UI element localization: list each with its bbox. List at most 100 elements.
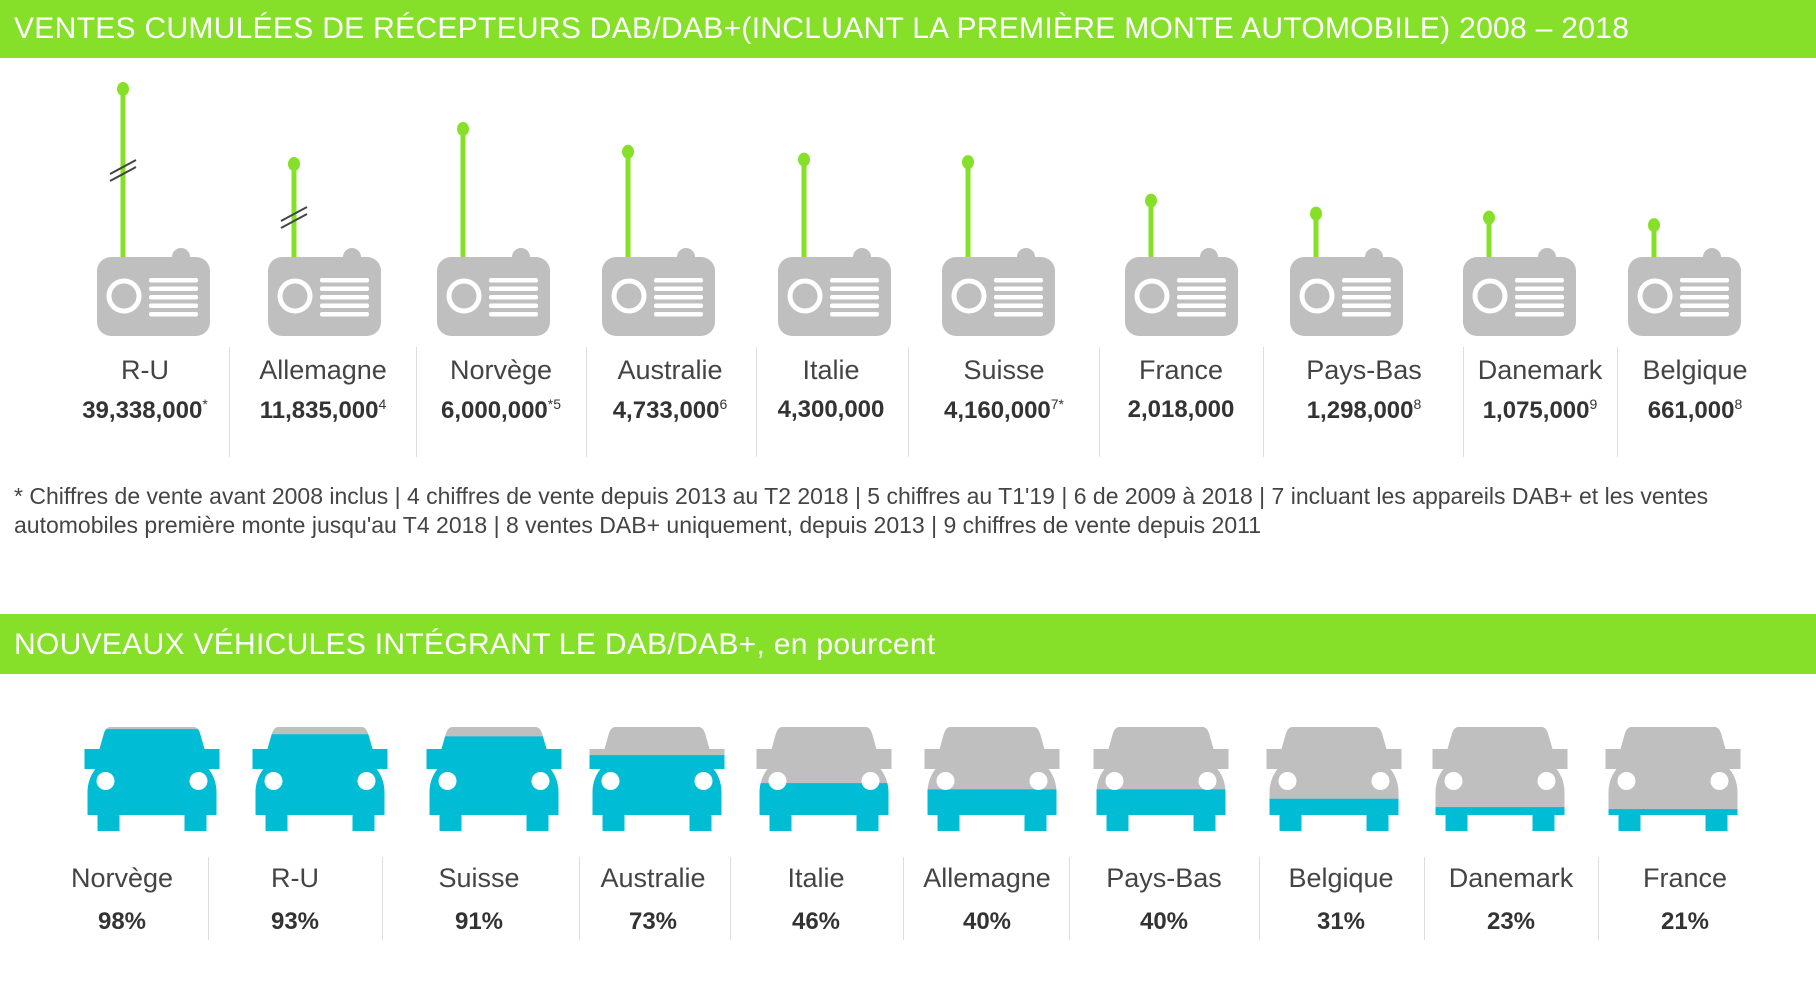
radio-grille-line — [489, 295, 538, 300]
radio-speaker-icon — [277, 278, 313, 314]
headlight-icon — [694, 772, 713, 790]
column-divider — [1598, 857, 1599, 940]
headlight-icon — [1617, 772, 1636, 790]
radio-chart — [97, 82, 1741, 336]
country-label: Pays-Bas — [1106, 863, 1222, 893]
radio-grille-line — [830, 295, 879, 300]
radio-4 — [778, 152, 891, 336]
radio-grille-line — [1680, 312, 1729, 317]
car-2 — [426, 727, 562, 831]
footnote-mark: 8 — [1734, 396, 1743, 412]
car-0 — [84, 727, 220, 831]
radio-grille-line — [320, 295, 369, 300]
headlight-icon — [357, 772, 376, 790]
section-header-sales: VENTES CUMULÉES DE RÉCEPTEURS DAB/DAB+(I… — [0, 0, 1816, 58]
percent-value: 46% — [791, 908, 841, 935]
radio-8 — [1463, 210, 1576, 336]
headlight-icon — [531, 772, 550, 790]
car-8 — [1432, 727, 1568, 831]
column-divider — [579, 857, 580, 940]
sales-value-text: 4,160,000 — [943, 397, 1051, 424]
sales-value-text: 1,298,000 — [1306, 397, 1414, 424]
country-label: Italie — [787, 863, 845, 893]
country-label: Pays-Bas — [1306, 355, 1422, 385]
percent-value: 23% — [1486, 908, 1536, 935]
column-divider — [382, 857, 383, 940]
car-fill-level — [927, 789, 1057, 831]
antenna-tip — [798, 152, 810, 167]
sales-value: 4,300,000 — [778, 396, 885, 424]
radio-grille-line — [994, 303, 1043, 308]
antenna-tip — [288, 157, 300, 171]
car-fill-level — [1269, 798, 1399, 831]
country-label: Norvège — [70, 863, 174, 893]
car-5 — [924, 727, 1060, 831]
radio-grille-line — [654, 278, 703, 283]
axis-break-mark — [280, 213, 308, 229]
radio-grille-line — [654, 312, 703, 317]
car-fill-level — [1608, 809, 1738, 831]
column-divider — [1259, 857, 1260, 940]
radio-speaker-icon — [951, 278, 987, 314]
radio-grille-line — [320, 303, 369, 308]
radio-grille-line — [1177, 286, 1226, 291]
country-label: R-U — [121, 355, 169, 385]
radio-grille-line — [1515, 278, 1564, 283]
radio-grille-line — [830, 312, 879, 317]
radio-6 — [1125, 193, 1238, 336]
radio-grille-line — [1515, 312, 1564, 317]
radio-grille-line — [830, 303, 879, 308]
antenna-tip — [117, 82, 129, 96]
column-divider — [756, 347, 757, 457]
column-divider — [1424, 857, 1425, 940]
headlight-icon — [601, 772, 620, 790]
radio-speaker-icon — [611, 278, 647, 314]
column-divider — [208, 857, 209, 940]
country-label: Belgique — [1642, 355, 1748, 385]
footnote-mark: 4 — [378, 396, 387, 412]
percent-value: 40% — [1139, 908, 1189, 935]
sales-value-text: 6,000,000 — [440, 397, 548, 424]
column-divider — [1099, 347, 1100, 457]
country-label: Italie — [802, 355, 860, 385]
country-label: R-U — [271, 863, 319, 893]
radio-grille-line — [1515, 303, 1564, 308]
radio-grille-line — [994, 278, 1043, 283]
radio-grille-line — [1177, 303, 1226, 308]
radio-grille-line — [994, 312, 1043, 317]
radio-7 — [1290, 206, 1403, 336]
headlight-icon — [1105, 772, 1124, 790]
car-body — [1605, 727, 1741, 831]
car-fill-level — [426, 736, 562, 831]
country-label: Belgique — [1288, 863, 1394, 893]
footnote: * Chiffres de vente avant 2008 inclus | … — [14, 483, 1709, 538]
column-divider — [1263, 347, 1264, 457]
sales-value-text: 39,338,000 — [82, 397, 203, 424]
radio-speaker-icon — [1299, 278, 1335, 314]
axis-break-mark — [109, 166, 137, 182]
sales-value-text: 2,018,000 — [1127, 396, 1235, 423]
percent-value: 93% — [270, 908, 320, 935]
headlight-icon — [264, 772, 283, 790]
antenna-tip — [1483, 210, 1495, 225]
car-fill-level — [759, 783, 889, 831]
radio-grille-line — [320, 286, 369, 291]
radio-grille-line — [1515, 295, 1564, 300]
percent-value: 40% — [962, 908, 1012, 935]
antenna-tip — [1648, 218, 1660, 233]
footnote-mark: 8 — [1413, 396, 1422, 412]
radio-9 — [1628, 218, 1741, 336]
sales-value-text: 4,300,000 — [777, 396, 885, 423]
country-label: France — [1138, 355, 1224, 385]
radio-grille-line — [1342, 286, 1391, 291]
antenna-tip — [622, 144, 634, 159]
radio-grille-line — [994, 295, 1043, 300]
radio-speaker-icon — [106, 278, 142, 314]
headlight-icon — [1278, 772, 1297, 790]
column-divider — [730, 857, 731, 940]
radio-grille-line — [149, 312, 198, 317]
car-6 — [1093, 727, 1229, 831]
radio-grille-line — [320, 312, 369, 317]
radio-speaker-icon — [787, 278, 823, 314]
footnote-mark: 7* — [1050, 396, 1065, 412]
